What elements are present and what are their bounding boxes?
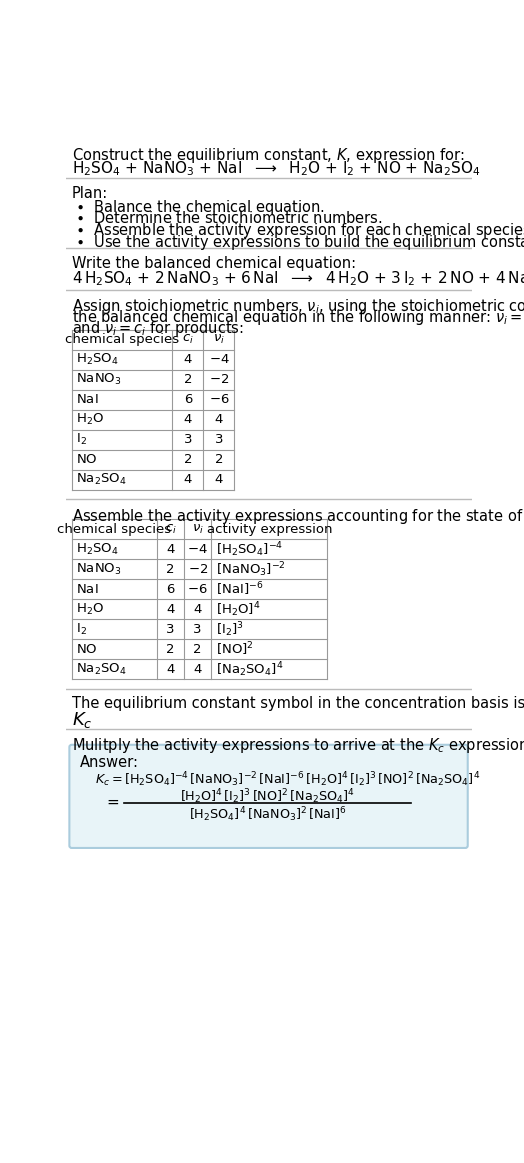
Text: $K_c$: $K_c$ xyxy=(72,711,92,730)
Text: $\bullet$  Use the activity expressions to build the equilibrium constant expres: $\bullet$ Use the activity expressions t… xyxy=(75,233,524,251)
Text: $c_i$: $c_i$ xyxy=(165,522,177,536)
Text: 6: 6 xyxy=(184,393,192,406)
Text: $[\mathrm{NaNO_3}]^{-2}$: $[\mathrm{NaNO_3}]^{-2}$ xyxy=(216,559,286,578)
Text: 4: 4 xyxy=(193,663,202,676)
Text: 3: 3 xyxy=(193,622,202,636)
Text: 2: 2 xyxy=(184,454,192,466)
Text: $c_i$: $c_i$ xyxy=(182,334,194,347)
Text: Write the balanced chemical equation:: Write the balanced chemical equation: xyxy=(72,256,356,271)
Text: 2: 2 xyxy=(215,454,223,466)
Text: 4: 4 xyxy=(193,602,202,615)
Text: $\mathrm{H_2SO_4}$: $\mathrm{H_2SO_4}$ xyxy=(77,352,119,368)
Text: $\bullet$  Balance the chemical equation.: $\bullet$ Balance the chemical equation. xyxy=(75,198,325,217)
Text: $-2$: $-2$ xyxy=(188,563,208,576)
Text: 4: 4 xyxy=(184,473,192,486)
Text: $[\mathrm{H_2SO_4}]^{4}\,[\mathrm{NaNO_3}]^{2}\,[\mathrm{NaI}]^{6}$: $[\mathrm{H_2SO_4}]^{4}\,[\mathrm{NaNO_3… xyxy=(189,806,347,825)
Text: 3: 3 xyxy=(166,622,175,636)
Text: 4: 4 xyxy=(166,543,174,556)
Text: Construct the equilibrium constant, $K$, expression for:: Construct the equilibrium constant, $K$,… xyxy=(72,145,464,165)
Text: $-2$: $-2$ xyxy=(209,373,229,386)
Text: $\mathrm{H_2O}$: $\mathrm{H_2O}$ xyxy=(77,413,104,427)
Text: 2: 2 xyxy=(193,643,202,656)
Text: Mulitply the activity expressions to arrive at the $K_c$ expression:: Mulitply the activity expressions to arr… xyxy=(72,736,524,755)
Text: $\nu_i$: $\nu_i$ xyxy=(213,334,225,347)
Text: 4: 4 xyxy=(215,413,223,427)
Text: $-4$: $-4$ xyxy=(187,543,208,556)
Text: 3: 3 xyxy=(215,434,223,447)
Text: 4: 4 xyxy=(184,354,192,366)
Text: $\bullet$  Determine the stoichiometric numbers.: $\bullet$ Determine the stoichiometric n… xyxy=(75,209,383,226)
Text: $\mathrm{H_2SO_4}$ + $\mathrm{NaNO_3}$ + $\mathrm{NaI}$  $\longrightarrow$  $\ma: $\mathrm{H_2SO_4}$ + $\mathrm{NaNO_3}$ +… xyxy=(72,159,481,178)
Text: $-6$: $-6$ xyxy=(209,393,230,406)
Text: $-4$: $-4$ xyxy=(209,354,230,366)
Text: $\mathrm{NaI}$: $\mathrm{NaI}$ xyxy=(77,393,99,406)
Text: $\mathrm{NO}$: $\mathrm{NO}$ xyxy=(77,454,98,466)
Text: $\mathrm{Na_2SO_4}$: $\mathrm{Na_2SO_4}$ xyxy=(77,662,127,677)
Text: $\mathrm{H_2O}$: $\mathrm{H_2O}$ xyxy=(77,601,104,616)
Text: $-6$: $-6$ xyxy=(188,583,208,595)
Text: $\nu_i$: $\nu_i$ xyxy=(192,522,204,536)
Text: 3: 3 xyxy=(184,434,192,447)
Text: Assign stoichiometric numbers, $\nu_i$, using the stoichiometric coefficients, $: Assign stoichiometric numbers, $\nu_i$, … xyxy=(72,298,524,316)
Text: $[\mathrm{NaI}]^{-6}$: $[\mathrm{NaI}]^{-6}$ xyxy=(216,580,263,598)
Text: $4\,\mathrm{H_2SO_4}$ + $2\,\mathrm{NaNO_3}$ + $6\,\mathrm{NaI}$  $\longrightarr: $4\,\mathrm{H_2SO_4}$ + $2\,\mathrm{NaNO… xyxy=(72,270,524,288)
Text: 2: 2 xyxy=(166,563,175,576)
Text: $[\mathrm{Na_2SO_4}]^{4}$: $[\mathrm{Na_2SO_4}]^{4}$ xyxy=(216,659,283,679)
Text: $\bullet$  Assemble the activity expression for each chemical species.: $\bullet$ Assemble the activity expressi… xyxy=(75,221,524,241)
Text: Answer:: Answer: xyxy=(80,755,138,770)
Text: 2: 2 xyxy=(166,643,175,656)
Text: $\mathrm{NO}$: $\mathrm{NO}$ xyxy=(77,643,98,656)
Text: 4: 4 xyxy=(184,413,192,427)
Text: $\mathrm{I_2}$: $\mathrm{I_2}$ xyxy=(77,433,88,448)
Text: $=$: $=$ xyxy=(104,793,121,808)
FancyBboxPatch shape xyxy=(69,744,468,848)
Text: 6: 6 xyxy=(166,583,174,595)
Text: activity expression: activity expression xyxy=(206,522,332,536)
Text: $\mathrm{NaI}$: $\mathrm{NaI}$ xyxy=(77,583,99,595)
Text: $\mathrm{NaNO_3}$: $\mathrm{NaNO_3}$ xyxy=(77,372,122,387)
Text: 4: 4 xyxy=(166,602,174,615)
Text: 4: 4 xyxy=(166,663,174,676)
Text: $\mathrm{I_2}$: $\mathrm{I_2}$ xyxy=(77,622,88,637)
Text: $\mathrm{NaNO_3}$: $\mathrm{NaNO_3}$ xyxy=(77,562,122,577)
Text: chemical species: chemical species xyxy=(57,522,171,536)
Text: Assemble the activity expressions accounting for the state of matter and $\nu_i$: Assemble the activity expressions accoun… xyxy=(72,507,524,526)
Text: $[\mathrm{H_2O}]^{4}$: $[\mathrm{H_2O}]^{4}$ xyxy=(216,600,260,619)
Text: 2: 2 xyxy=(184,373,192,386)
Text: $[\mathrm{NO}]^{2}$: $[\mathrm{NO}]^{2}$ xyxy=(216,641,254,658)
Text: $\mathrm{H_2SO_4}$: $\mathrm{H_2SO_4}$ xyxy=(77,542,119,557)
Text: $[\mathrm{I_2}]^{3}$: $[\mathrm{I_2}]^{3}$ xyxy=(216,620,244,638)
Text: 4: 4 xyxy=(215,473,223,486)
Text: $[\mathrm{H_2O}]^{4}\,[\mathrm{I_2}]^{3}\,[\mathrm{NO}]^{2}\,[\mathrm{Na_2SO_4}]: $[\mathrm{H_2O}]^{4}\,[\mathrm{I_2}]^{3}… xyxy=(180,787,355,806)
Text: $[\mathrm{H_2SO_4}]^{-4}$: $[\mathrm{H_2SO_4}]^{-4}$ xyxy=(216,540,283,558)
Text: the balanced chemical equation in the following manner: $\nu_i = -c_i$ for react: the balanced chemical equation in the fo… xyxy=(72,308,524,327)
Text: Plan:: Plan: xyxy=(72,186,108,201)
Text: and $\nu_i = c_i$ for products:: and $\nu_i = c_i$ for products: xyxy=(72,319,244,338)
Text: The equilibrium constant symbol in the concentration basis is:: The equilibrium constant symbol in the c… xyxy=(72,697,524,712)
Text: $K_c = [\mathrm{H_2SO_4}]^{-4}\,[\mathrm{NaNO_3}]^{-2}\,[\mathrm{NaI}]^{-6}\,[\m: $K_c = [\mathrm{H_2SO_4}]^{-4}\,[\mathrm… xyxy=(95,770,480,789)
Text: chemical species: chemical species xyxy=(65,334,179,347)
Text: $\mathrm{Na_2SO_4}$: $\mathrm{Na_2SO_4}$ xyxy=(77,472,127,487)
